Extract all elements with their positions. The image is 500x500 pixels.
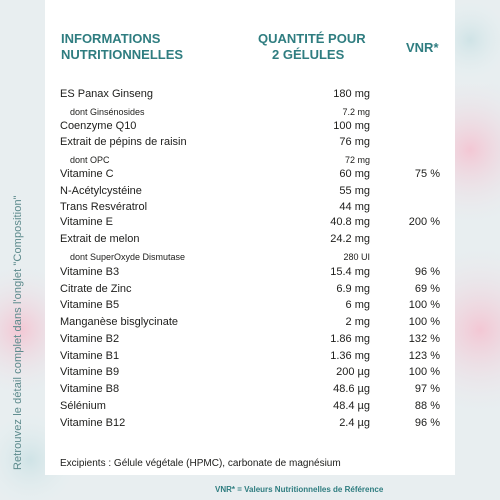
nutrient-name: Vitamine B3 xyxy=(60,266,120,278)
header-informations: INFORMATIONS NUTRITIONNELLES xyxy=(61,31,183,63)
table-row: Vitamine B5 6 mg 100 % xyxy=(60,299,450,316)
nutrient-vnr: 132 % xyxy=(408,333,440,345)
header-informations-line1: INFORMATIONS xyxy=(61,31,161,46)
nutrient-name: dont OPC xyxy=(70,155,110,165)
header-vnr: VNR* xyxy=(406,40,439,55)
nutrient-quantity: 1.36 mg xyxy=(330,350,370,362)
nutrient-vnr: 100 % xyxy=(408,299,440,311)
nutrient-name: Vitamine B5 xyxy=(60,299,120,311)
table-row: Vitamine B2 1.86 mg 132 % xyxy=(60,333,450,350)
nutrient-name: Extrait de melon xyxy=(60,233,140,245)
nutrient-name: Vitamine B9 xyxy=(60,366,120,378)
nutrient-vnr: 97 % xyxy=(414,383,440,395)
table-row: Vitamine B3 15.4 mg 96 % xyxy=(60,266,450,283)
nutrient-name: Vitamine B12 xyxy=(60,417,126,429)
table-row: dont SuperOxyde Dismutase 280 UI xyxy=(60,250,450,267)
nutrient-name: Vitamine B8 xyxy=(60,383,120,395)
nutrient-quantity: 48.4 µg xyxy=(333,400,370,412)
table-row: Citrate de Zinc 6.9 mg 69 % xyxy=(60,283,450,300)
nutrient-name: Vitamine B2 xyxy=(60,333,120,345)
nutrient-name: Extrait de pépins de raisin xyxy=(60,136,187,148)
table-row: Vitamine B1 1.36 mg 123 % xyxy=(60,350,450,367)
nutrient-name: Manganèse bisglycinate xyxy=(60,316,179,328)
nutrient-quantity: 76 mg xyxy=(339,136,370,148)
nutrient-quantity: 44 mg xyxy=(339,201,370,213)
nutrient-name: N-Acétylcystéine xyxy=(60,185,142,197)
table-row: dont OPC 72 mg xyxy=(60,153,450,170)
nutrient-quantity: 40.8 mg xyxy=(330,216,370,228)
nutrient-name: Sélénium xyxy=(60,400,106,412)
nutrient-quantity: 1.86 mg xyxy=(330,333,370,345)
table-row: Extrait de pépins de raisin 76 mg xyxy=(60,136,450,153)
nutrient-quantity: 72 mg xyxy=(344,155,370,165)
table-row: Vitamine B12 2.4 µg 96 % xyxy=(60,417,450,434)
nutrition-panel xyxy=(45,0,455,475)
nutrient-name: Vitamine C xyxy=(60,168,114,180)
header-quantity-line2: 2 GÉLULES xyxy=(272,47,345,62)
nutrient-vnr: 123 % xyxy=(408,350,440,362)
nutrient-quantity: 6 mg xyxy=(345,299,370,311)
excipients-text: Excipients : Gélule végétale (HPMC), car… xyxy=(60,458,341,469)
table-row: Manganèse bisglycinate 2 mg 100 % xyxy=(60,316,450,333)
nutrient-quantity: 180 mg xyxy=(333,88,370,100)
nutrient-quantity: 2.4 µg xyxy=(339,417,370,429)
nutrient-quantity: 15.4 mg xyxy=(330,266,370,278)
table-row: Vitamine B9 200 µg 100 % xyxy=(60,366,450,383)
nutrient-name: Coenzyme Q10 xyxy=(60,120,137,132)
nutrient-quantity: 55 mg xyxy=(339,185,370,197)
header-quantity: QUANTITÉ POUR 2 GÉLULES xyxy=(258,31,366,63)
nutrient-quantity: 7.2 mg xyxy=(342,107,370,117)
nutrient-quantity: 200 µg xyxy=(336,366,370,378)
nutrient-name: Trans Resvératrol xyxy=(60,201,148,213)
nutrient-quantity: 24.2 mg xyxy=(330,233,370,245)
nutrient-quantity: 48.6 µg xyxy=(333,383,370,395)
table-row: N-Acétylcystéine 55 mg xyxy=(60,185,450,202)
table-row: ES Panax Ginseng 180 mg xyxy=(60,88,450,105)
nutrient-quantity: 60 mg xyxy=(339,168,370,180)
table-row: Coenzyme Q10 100 mg xyxy=(60,120,450,137)
nutrient-vnr: 96 % xyxy=(414,266,440,278)
nutrient-vnr: 200 % xyxy=(408,216,440,228)
nutrient-vnr: 69 % xyxy=(414,283,440,295)
header-informations-line2: NUTRITIONNELLES xyxy=(61,47,184,62)
nutrient-vnr: 100 % xyxy=(408,366,440,378)
nutrient-name: Vitamine E xyxy=(60,216,113,228)
table-row: Extrait de melon 24.2 mg xyxy=(60,233,450,250)
nutrient-quantity: 100 mg xyxy=(333,120,370,132)
nutrient-vnr: 100 % xyxy=(408,316,440,328)
composition-side-note: Retrouvez le détail complet dans l'ongle… xyxy=(12,195,24,470)
vnr-footnote: VNR* = Valeurs Nutritionnelles de Référe… xyxy=(215,485,384,494)
table-row: Sélénium 48.4 µg 88 % xyxy=(60,400,450,417)
table-row: Vitamine E 40.8 mg 200 % xyxy=(60,216,450,233)
nutrient-vnr: 75 % xyxy=(414,168,440,180)
nutrient-name: Citrate de Zinc xyxy=(60,283,132,295)
table-row: Vitamine C 60 mg 75 % xyxy=(60,168,450,185)
table-row: Trans Resvératrol 44 mg xyxy=(60,201,450,218)
nutrient-name: ES Panax Ginseng xyxy=(60,88,153,100)
nutrient-vnr: 88 % xyxy=(414,400,440,412)
nutrient-quantity: 2 mg xyxy=(345,316,370,328)
nutrient-name: dont Ginsénosides xyxy=(70,107,145,117)
table-row: dont Ginsénosides 7.2 mg xyxy=(60,105,450,122)
nutrient-name: Vitamine B1 xyxy=(60,350,120,362)
nutrient-quantity: 6.9 mg xyxy=(336,283,370,295)
header-quantity-line1: QUANTITÉ POUR xyxy=(258,31,366,46)
nutrient-name: dont SuperOxyde Dismutase xyxy=(70,252,186,262)
nutrient-quantity: 280 UI xyxy=(343,252,370,262)
nutrient-vnr: 96 % xyxy=(414,417,440,429)
table-row: Vitamine B8 48.6 µg 97 % xyxy=(60,383,450,400)
